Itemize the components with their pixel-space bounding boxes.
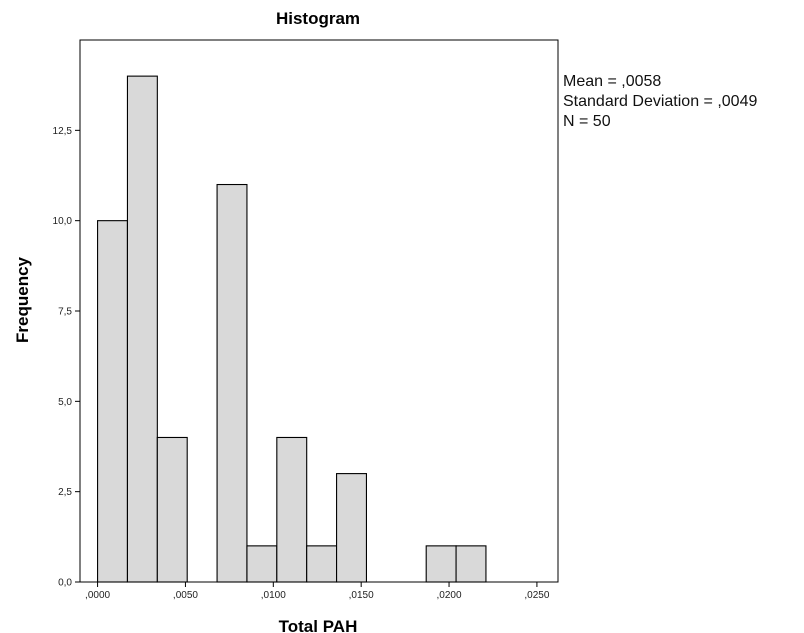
x-tick-label: ,0000 <box>85 590 110 601</box>
y-tick-label: 7,5 <box>58 307 72 318</box>
y-axis: 0,0 2,5 5,0 7,5 10,0 12,5 <box>53 126 80 589</box>
histogram-bar-6 <box>246 545 278 583</box>
stats-n: N = 50 <box>563 113 611 130</box>
y-tick-label: 12,5 <box>53 126 73 137</box>
x-tick-label: ,0050 <box>173 590 198 601</box>
histogram-bar-9 <box>336 473 368 583</box>
bars-group <box>97 75 487 583</box>
histogram-bar-2 <box>126 75 158 583</box>
x-axis: ,0000 ,0050 ,0100 ,0150 ,0200 ,0250 <box>85 582 550 601</box>
histogram-bar-7 <box>276 436 308 583</box>
histogram-bar-1 <box>97 220 128 583</box>
x-tick-label: ,0100 <box>261 590 286 601</box>
x-axis-label: Total PAH <box>279 617 358 633</box>
x-tick-label: ,0200 <box>437 590 462 601</box>
y-tick-label: 10,0 <box>53 216 73 227</box>
histogram-bar-12 <box>425 545 457 583</box>
histogram-bar-3 <box>156 436 188 583</box>
y-tick-label: 0,0 <box>58 578 72 589</box>
y-axis-label: Frequency <box>13 256 32 343</box>
histogram-bar-5 <box>216 183 248 583</box>
stats-box: Mean = ,0058 Standard Deviation = ,0049 … <box>563 73 757 130</box>
histogram-bar-8 <box>306 545 338 583</box>
stats-std-dev: Standard Deviation = ,0049 <box>563 93 757 110</box>
x-tick-label: ,0250 <box>524 590 549 601</box>
x-tick-label: ,0150 <box>349 590 374 601</box>
chart-title: Histogram <box>276 9 360 28</box>
y-tick-label: 2,5 <box>58 487 72 498</box>
histogram-bar-13 <box>455 545 487 583</box>
y-tick-label: 5,0 <box>58 397 72 408</box>
stats-mean: Mean = ,0058 <box>563 73 661 90</box>
